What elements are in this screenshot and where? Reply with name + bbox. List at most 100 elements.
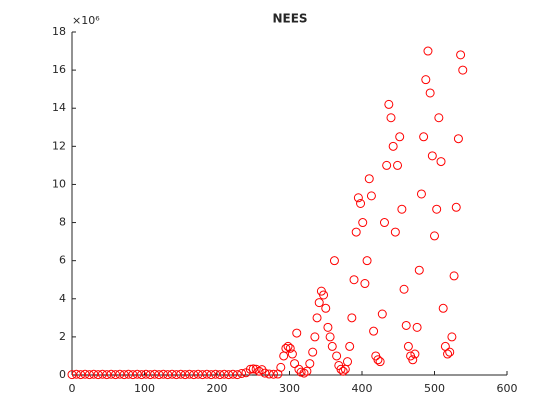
point xyxy=(287,349,297,359)
point xyxy=(128,370,138,380)
x-tick-label: 200 xyxy=(207,382,228,395)
point xyxy=(305,359,315,369)
point xyxy=(260,368,270,378)
point xyxy=(408,355,418,365)
point xyxy=(332,351,342,361)
point xyxy=(285,343,295,353)
x-tick-label: 500 xyxy=(424,382,445,395)
point xyxy=(211,369,221,379)
point xyxy=(397,204,407,214)
point xyxy=(232,370,242,380)
point xyxy=(382,160,392,170)
point xyxy=(106,369,116,379)
point xyxy=(338,366,348,376)
point xyxy=(323,322,333,332)
point xyxy=(412,322,422,332)
point xyxy=(228,369,238,379)
y-tick-label: 0 xyxy=(59,368,66,381)
point xyxy=(321,303,331,313)
point xyxy=(176,369,186,379)
point xyxy=(379,218,389,228)
point xyxy=(451,202,461,212)
point xyxy=(401,320,411,330)
point xyxy=(310,332,320,342)
point xyxy=(373,355,383,365)
point xyxy=(432,204,442,214)
point xyxy=(302,366,312,376)
point xyxy=(184,369,194,379)
point xyxy=(237,368,247,378)
point xyxy=(329,256,339,266)
x-tick-label: 400 xyxy=(352,382,373,395)
point xyxy=(84,370,94,380)
point xyxy=(358,218,368,228)
point xyxy=(80,369,90,379)
point xyxy=(345,341,355,351)
point xyxy=(390,227,400,237)
point xyxy=(193,369,203,379)
point xyxy=(445,347,455,357)
point xyxy=(395,132,405,142)
point xyxy=(366,191,376,201)
point xyxy=(347,313,357,323)
y-tick-label: 4 xyxy=(59,292,66,305)
point xyxy=(292,328,302,338)
point xyxy=(264,369,274,379)
point xyxy=(119,370,129,380)
point xyxy=(248,364,258,374)
point xyxy=(414,265,424,275)
point xyxy=(425,88,435,98)
point xyxy=(351,227,361,237)
y-tick-label: 10 xyxy=(52,177,66,190)
point xyxy=(427,151,437,161)
point xyxy=(375,357,385,367)
point xyxy=(393,160,403,170)
y-tick-label: 18 xyxy=(52,25,66,38)
point xyxy=(145,370,155,380)
point xyxy=(245,364,255,374)
point xyxy=(115,369,125,379)
point xyxy=(219,369,229,379)
point xyxy=(386,113,396,123)
point xyxy=(215,370,225,380)
point xyxy=(449,271,459,281)
point xyxy=(189,370,199,380)
point xyxy=(158,369,168,379)
point xyxy=(410,349,420,359)
point xyxy=(436,157,446,167)
point xyxy=(458,65,468,75)
point xyxy=(141,369,151,379)
point xyxy=(403,341,413,351)
point xyxy=(206,370,216,380)
point xyxy=(319,290,329,300)
point xyxy=(132,369,142,379)
point xyxy=(434,113,444,123)
point xyxy=(438,303,448,313)
point xyxy=(202,369,212,379)
point xyxy=(283,341,293,351)
point xyxy=(423,46,433,56)
point xyxy=(93,370,103,380)
chart-title: NEES xyxy=(272,12,307,26)
point xyxy=(137,370,147,380)
point xyxy=(325,332,335,342)
x-tick-label: 0 xyxy=(69,382,76,395)
x-tick-label: 300 xyxy=(279,382,300,395)
point xyxy=(343,357,352,367)
y-tick-label: 2 xyxy=(59,330,66,343)
point xyxy=(89,369,99,379)
point xyxy=(430,231,439,241)
point xyxy=(150,369,160,379)
point xyxy=(308,347,318,357)
point xyxy=(443,349,453,359)
point xyxy=(67,370,77,380)
point xyxy=(419,132,429,142)
y-tick-label: 8 xyxy=(59,216,66,229)
point xyxy=(124,369,134,379)
point xyxy=(269,369,279,379)
point xyxy=(314,298,324,308)
point xyxy=(440,341,450,351)
point xyxy=(102,370,112,380)
point xyxy=(377,309,387,319)
